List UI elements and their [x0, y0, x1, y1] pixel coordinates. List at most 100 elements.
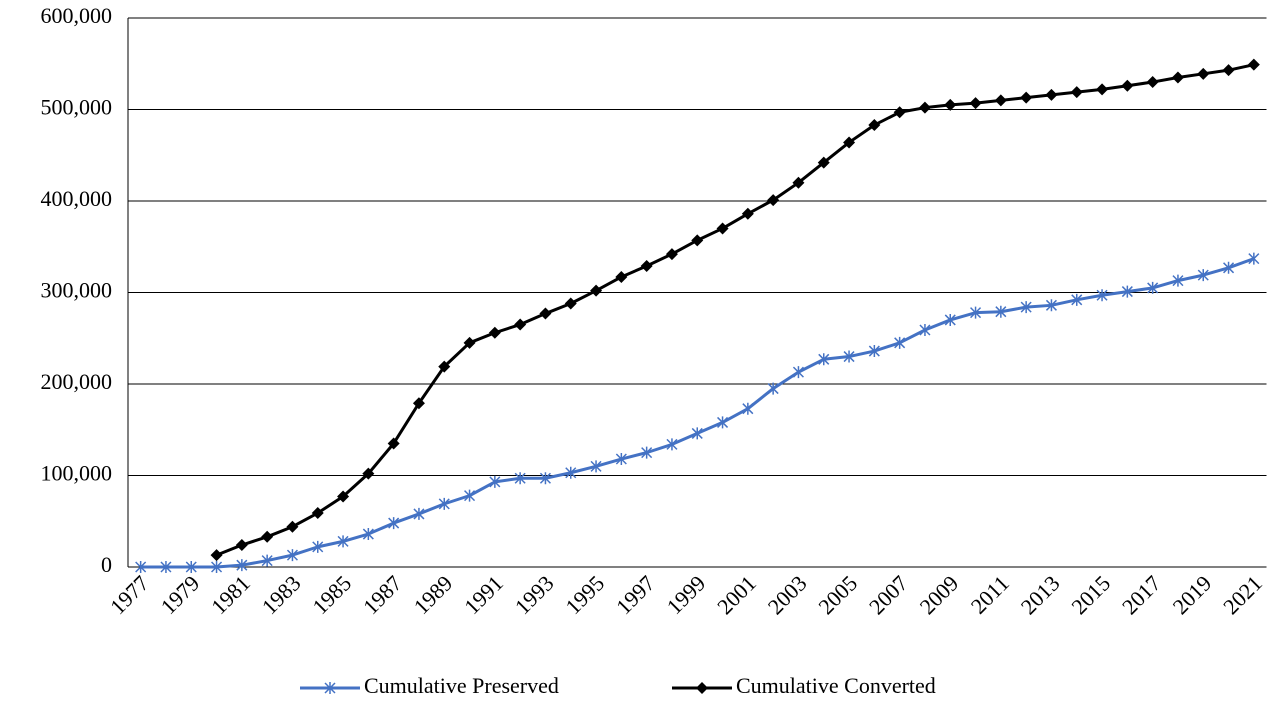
point — [1146, 76, 1159, 89]
point — [995, 305, 1007, 318]
point — [514, 472, 526, 485]
point — [1045, 299, 1057, 312]
point — [1045, 88, 1058, 101]
point — [387, 437, 400, 450]
point — [160, 561, 172, 573]
point — [362, 528, 374, 541]
point — [741, 207, 754, 220]
point — [1197, 67, 1210, 80]
x-tick-label: 2013 — [1016, 570, 1065, 619]
legend-label: Cumulative Preserved — [364, 673, 559, 698]
point — [994, 94, 1007, 107]
series-line — [215, 63, 1255, 557]
point — [261, 530, 274, 543]
point — [792, 366, 804, 379]
point — [438, 360, 451, 373]
point — [1121, 79, 1134, 92]
point — [818, 353, 830, 366]
y-tick-label: 100,000 — [41, 461, 113, 486]
x-tick-label: 2007 — [864, 570, 913, 619]
point — [412, 397, 425, 410]
point — [1247, 58, 1260, 71]
x-tick-label: 2011 — [966, 570, 1014, 618]
x-tick-label: 2001 — [712, 570, 761, 619]
point — [210, 549, 223, 562]
point — [211, 561, 223, 573]
y-tick-label: 500,000 — [41, 95, 113, 120]
point — [717, 416, 729, 429]
point — [792, 176, 805, 189]
x-tick-label: 1983 — [257, 570, 306, 619]
point — [564, 297, 577, 310]
point — [185, 561, 197, 573]
point — [868, 345, 880, 358]
point — [843, 136, 856, 149]
x-tick-label: 2021 — [1218, 570, 1267, 619]
point — [235, 539, 248, 552]
y-tick-label: 600,000 — [41, 3, 113, 28]
point — [691, 427, 703, 440]
point — [615, 453, 627, 466]
y-tick-label: 400,000 — [41, 186, 113, 211]
y-tick-label: 200,000 — [41, 369, 113, 394]
x-tick-label: 2009 — [915, 570, 964, 619]
point — [1121, 285, 1133, 298]
point — [817, 156, 830, 169]
x-tick-label: 1993 — [510, 570, 559, 619]
point — [489, 475, 501, 488]
point — [286, 549, 298, 562]
point — [918, 101, 931, 114]
y-tick-label: 0 — [101, 552, 112, 577]
point — [1147, 281, 1159, 294]
point — [767, 382, 779, 395]
point — [1071, 293, 1083, 306]
point — [641, 446, 653, 459]
legend-label: Cumulative Converted — [736, 673, 936, 698]
point — [944, 313, 956, 326]
point — [312, 540, 324, 553]
point — [1171, 71, 1184, 84]
point — [539, 307, 552, 320]
point — [438, 497, 450, 510]
point — [488, 326, 501, 339]
x-tick-label: 2017 — [1117, 570, 1166, 619]
point — [1020, 301, 1032, 314]
point — [843, 350, 855, 363]
x-tick-label: 1997 — [611, 570, 660, 619]
point — [1197, 269, 1209, 282]
point — [665, 248, 678, 261]
point — [970, 306, 982, 319]
point — [615, 270, 628, 283]
x-tick-label: 1979 — [156, 570, 205, 619]
point — [944, 98, 957, 111]
legend-marker — [696, 682, 708, 694]
point — [919, 324, 931, 337]
point — [565, 466, 577, 479]
point — [691, 234, 704, 247]
point — [1223, 261, 1235, 274]
point — [1222, 64, 1235, 77]
point — [868, 119, 881, 132]
point — [1020, 91, 1033, 104]
point — [539, 472, 551, 485]
x-tick-label: 1977 — [105, 570, 154, 619]
point — [969, 97, 982, 110]
point — [1248, 252, 1260, 265]
y-tick-label: 300,000 — [41, 278, 113, 303]
x-tick-label: 2005 — [813, 570, 862, 619]
point — [464, 489, 476, 502]
point — [337, 535, 349, 548]
point — [1096, 83, 1109, 96]
point — [337, 490, 350, 503]
point — [463, 336, 476, 349]
point — [388, 517, 400, 530]
point — [514, 318, 527, 331]
point — [894, 336, 906, 349]
point — [413, 507, 425, 520]
point — [590, 284, 603, 297]
point — [640, 259, 653, 272]
point — [742, 402, 754, 415]
x-tick-label: 1985 — [307, 570, 356, 619]
x-tick-label: 2019 — [1168, 570, 1217, 619]
